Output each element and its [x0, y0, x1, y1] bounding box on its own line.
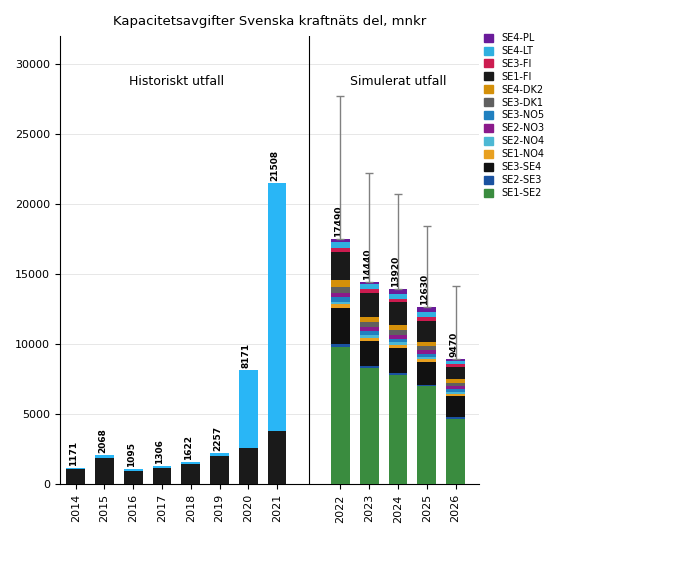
- Bar: [446, 364, 465, 366]
- Bar: [268, 183, 286, 431]
- Bar: [66, 469, 85, 484]
- Bar: [124, 469, 143, 470]
- Text: 13920: 13920: [391, 256, 400, 287]
- Bar: [181, 464, 200, 484]
- Text: 21508: 21508: [271, 150, 279, 181]
- Text: 14440: 14440: [363, 249, 372, 280]
- Bar: [417, 346, 436, 350]
- Text: 2068: 2068: [98, 428, 107, 453]
- Bar: [417, 357, 436, 360]
- Bar: [360, 317, 379, 322]
- Bar: [360, 293, 379, 317]
- Bar: [360, 327, 379, 331]
- Bar: [446, 392, 465, 394]
- Bar: [153, 466, 172, 468]
- Bar: [389, 294, 407, 299]
- Text: Historiskt utfall: Historiskt utfall: [129, 75, 224, 88]
- Bar: [417, 384, 436, 386]
- Bar: [417, 307, 436, 312]
- Bar: [181, 462, 200, 464]
- Bar: [389, 302, 407, 325]
- Bar: [389, 299, 407, 302]
- Bar: [417, 317, 436, 321]
- Bar: [446, 366, 465, 379]
- Bar: [360, 282, 379, 284]
- Text: 9470: 9470: [449, 331, 458, 357]
- Bar: [95, 458, 114, 484]
- Bar: [239, 448, 258, 484]
- Bar: [389, 373, 407, 375]
- Bar: [360, 338, 379, 341]
- Bar: [389, 375, 407, 484]
- Text: 2257: 2257: [213, 425, 222, 451]
- Bar: [360, 341, 379, 366]
- Text: 12630: 12630: [420, 275, 429, 305]
- Bar: [446, 418, 465, 484]
- Text: 1171: 1171: [69, 441, 78, 466]
- Text: Simulerat utfall: Simulerat utfall: [350, 75, 446, 88]
- Bar: [153, 468, 172, 484]
- Bar: [331, 239, 350, 242]
- Bar: [331, 247, 350, 252]
- Bar: [446, 386, 465, 390]
- Bar: [389, 342, 407, 344]
- Bar: [239, 370, 258, 448]
- Bar: [331, 344, 350, 347]
- Bar: [389, 325, 407, 331]
- Bar: [446, 396, 465, 417]
- Text: 8171: 8171: [241, 343, 251, 368]
- Bar: [360, 335, 379, 338]
- Title: Kapacitetsavgifter Svenska kraftnäts del, mnkr: Kapacitetsavgifter Svenska kraftnäts del…: [113, 15, 426, 28]
- Bar: [360, 289, 379, 293]
- Bar: [331, 305, 350, 308]
- Bar: [417, 386, 436, 484]
- Bar: [210, 455, 229, 484]
- Bar: [389, 339, 407, 342]
- Bar: [389, 344, 407, 348]
- Legend: SE4-PL, SE4-LT, SE3-FI, SE1-FI, SE4-DK2, SE3-DK1, SE3-NO5, SE2-NO3, SE2-NO4, SE1: SE4-PL, SE4-LT, SE3-FI, SE1-FI, SE4-DK2,…: [484, 32, 545, 199]
- Bar: [417, 350, 436, 354]
- Bar: [446, 379, 465, 383]
- Text: 1095: 1095: [127, 442, 136, 467]
- Bar: [331, 347, 350, 484]
- Bar: [417, 342, 436, 346]
- Bar: [331, 242, 350, 247]
- Bar: [331, 287, 350, 292]
- Bar: [417, 354, 436, 357]
- Bar: [446, 383, 465, 386]
- Bar: [360, 366, 379, 368]
- Bar: [446, 394, 465, 396]
- Bar: [389, 335, 407, 339]
- Bar: [360, 331, 379, 335]
- Bar: [66, 468, 85, 469]
- Bar: [95, 455, 114, 458]
- Bar: [360, 368, 379, 484]
- Bar: [268, 431, 286, 484]
- Bar: [389, 331, 407, 335]
- Bar: [360, 284, 379, 289]
- Bar: [389, 348, 407, 373]
- Bar: [210, 453, 229, 455]
- Bar: [417, 362, 436, 384]
- Text: 1622: 1622: [184, 435, 193, 460]
- Bar: [417, 312, 436, 317]
- Bar: [446, 390, 465, 392]
- Bar: [331, 292, 350, 298]
- Text: 1306: 1306: [155, 439, 164, 464]
- Bar: [389, 290, 407, 294]
- Bar: [446, 359, 465, 361]
- Bar: [446, 361, 465, 364]
- Bar: [331, 298, 350, 302]
- Bar: [446, 417, 465, 418]
- Bar: [417, 360, 436, 362]
- Bar: [331, 302, 350, 305]
- Bar: [331, 252, 350, 280]
- Bar: [124, 470, 143, 484]
- Bar: [331, 308, 350, 344]
- Bar: [360, 322, 379, 327]
- Bar: [331, 280, 350, 287]
- Text: 17490: 17490: [334, 206, 343, 238]
- Bar: [417, 321, 436, 342]
